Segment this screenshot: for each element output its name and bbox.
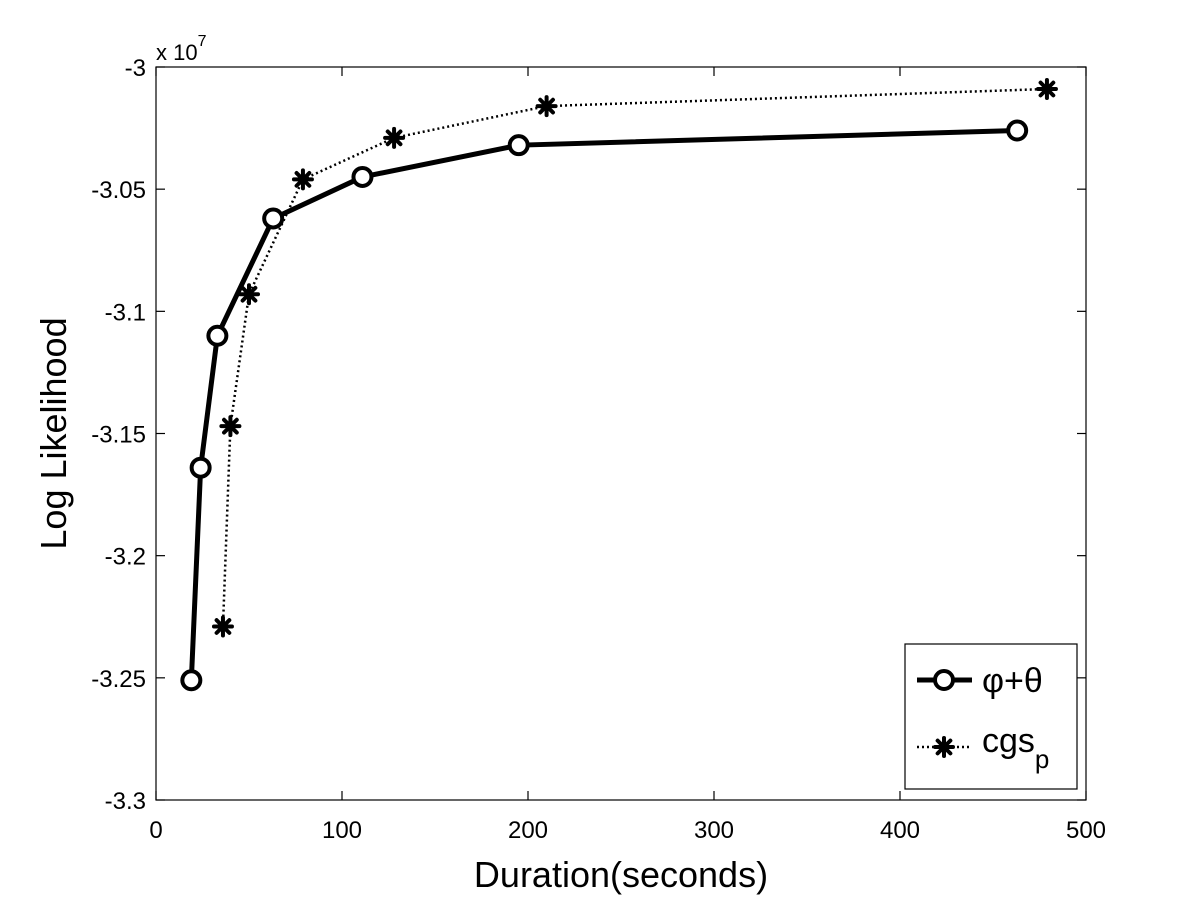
y-tick-label: -3.25 <box>91 666 146 693</box>
y-tick-label: -3.05 <box>91 177 146 204</box>
x-tick-label: 100 <box>322 817 362 844</box>
series-2-point <box>383 126 406 149</box>
y-tick-label: -3 <box>125 55 146 82</box>
legend-marker-2 <box>933 736 955 758</box>
y-tick-label: -3.15 <box>91 422 146 449</box>
y-tick-label: -3.2 <box>105 544 146 571</box>
series-1-point <box>206 324 229 347</box>
legend-marker-1 <box>933 669 955 691</box>
series-1-point <box>180 669 203 692</box>
series-2-point <box>211 615 234 638</box>
series-2-point <box>291 168 314 191</box>
series-1-point <box>189 456 212 479</box>
series-line-2 <box>221 87 1047 627</box>
series-line-1 <box>188 128 1018 681</box>
x-tick-label: 0 <box>149 817 162 844</box>
series-1-point <box>507 134 530 157</box>
y-axis-multiplier: x 107 <box>156 33 207 65</box>
x-tick-label: 400 <box>880 817 920 844</box>
legend-label-2: cgsp <box>982 722 1049 774</box>
series-1-point <box>262 207 285 230</box>
y-tick-label: -3.1 <box>105 299 146 326</box>
x-axis-title: Duration(seconds) <box>474 854 768 895</box>
series-1-point <box>1006 119 1029 142</box>
x-tick-label: 300 <box>694 817 734 844</box>
series-2-point <box>535 95 558 118</box>
legend-box <box>904 643 1078 790</box>
x-tick-label: 200 <box>508 817 548 844</box>
y-tick-label: -3.3 <box>105 788 146 815</box>
series-1-point <box>351 165 374 188</box>
series-2-point <box>1035 77 1058 100</box>
series-2-point <box>238 283 260 306</box>
series-2-point <box>219 415 242 438</box>
legend-label-1: φ+θ <box>982 662 1043 700</box>
x-tick-label: 500 <box>1066 817 1106 844</box>
y-axis-title: Log Likelihood <box>33 317 74 549</box>
